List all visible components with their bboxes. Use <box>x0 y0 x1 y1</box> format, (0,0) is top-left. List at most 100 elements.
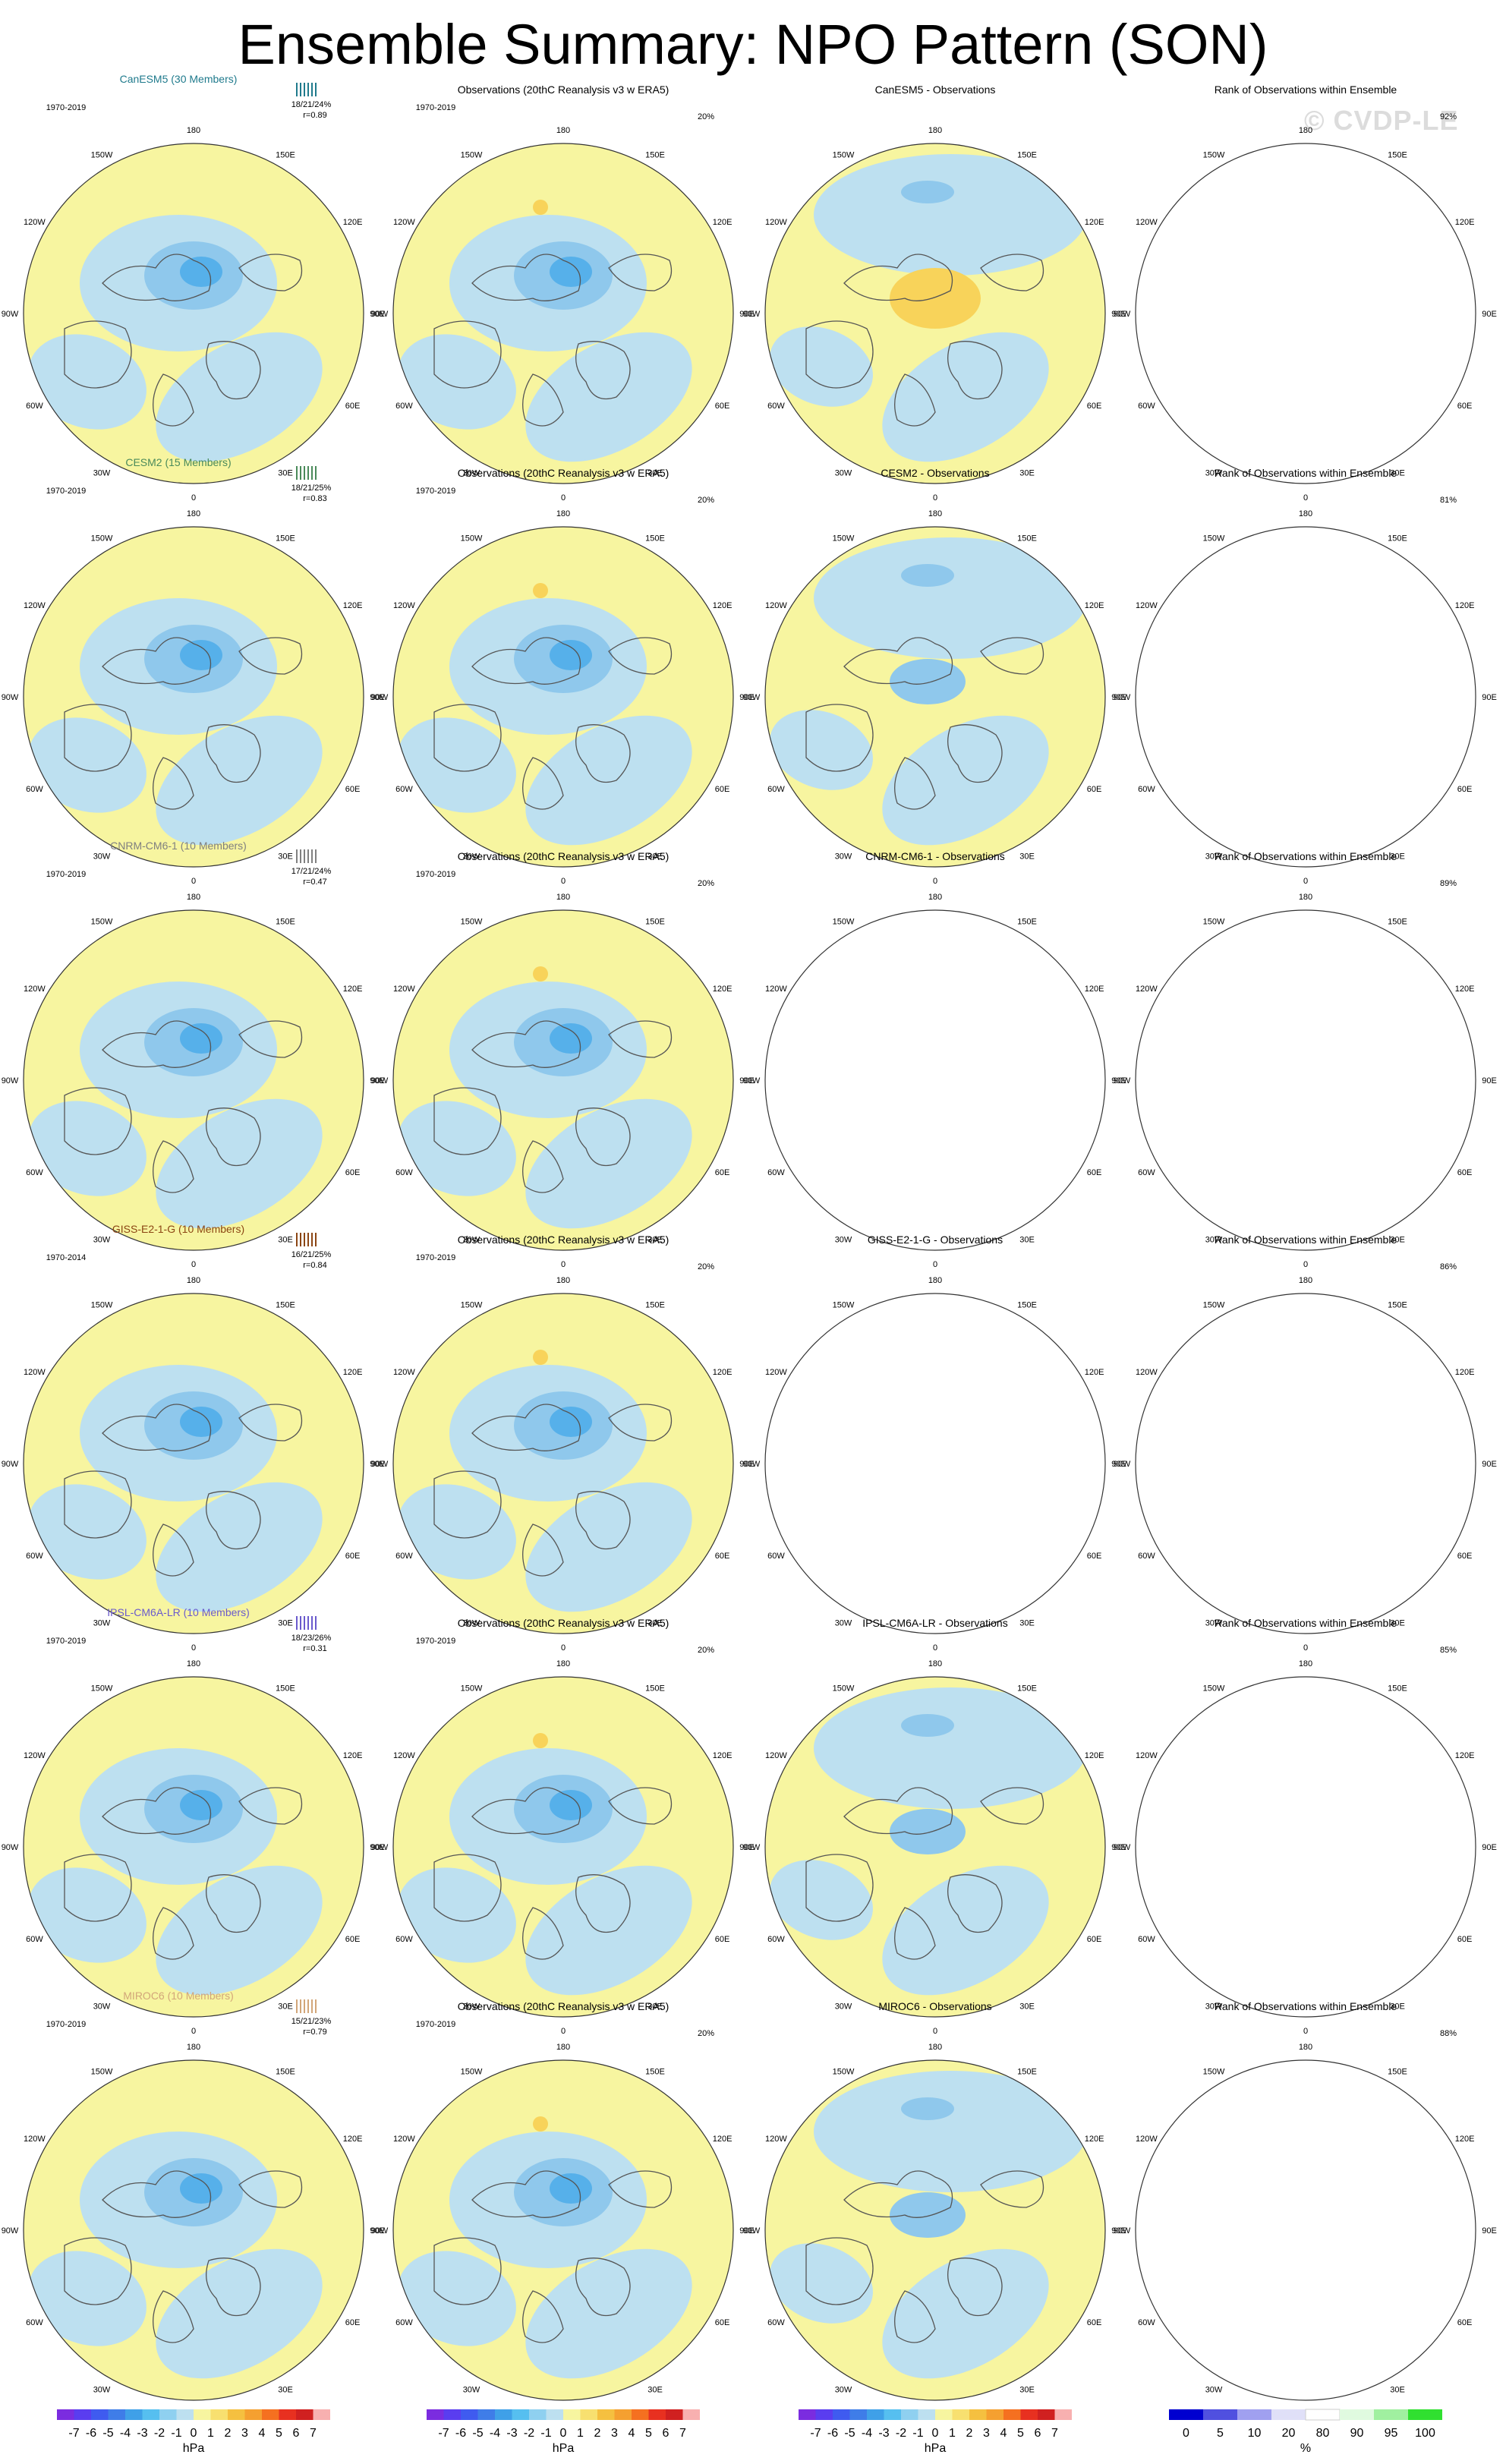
lon-label: 30W <box>93 2002 111 2012</box>
coastline <box>806 1088 873 1155</box>
lon-label: 120E <box>1455 2135 1475 2144</box>
colorbar-tick: 4 <box>259 2427 266 2440</box>
map-background <box>1136 1677 1476 2017</box>
lon-label: 60W <box>1138 785 1155 794</box>
panel-model: GISS-E2-1-G (10 Members) 1970-2014 16/21/2… <box>2 1223 385 1653</box>
lon-label: 90W <box>743 1843 761 1852</box>
panel-rank: Rank of Observations within Ensemble 81% 1… <box>1114 467 1497 886</box>
lon-label: 150E <box>1017 534 1037 543</box>
lon-label: 90W <box>1114 310 1131 319</box>
map-border <box>23 526 364 868</box>
field-patch <box>28 1867 147 1963</box>
field-patch <box>1306 970 1397 1008</box>
lon-label: 60W <box>395 1935 413 1944</box>
panel-rank: Rank of Observations within Ensemble 92% 1… <box>1114 83 1497 503</box>
lon-label: 180 <box>187 1659 200 1668</box>
coastline <box>238 2170 303 2208</box>
lon-label: 120W <box>765 601 787 610</box>
coastline <box>1351 2171 1414 2207</box>
field-patch <box>156 332 323 462</box>
colorbar-tick: -6 <box>827 2427 838 2440</box>
lon-label: 30W <box>835 469 852 478</box>
lon-label: 120W <box>24 1368 46 1377</box>
panel-observations: Observations (20thC Reanalysis v3 w ERA5… <box>371 1617 755 2036</box>
coastline <box>206 1491 261 1550</box>
colorbar-tick: -4 <box>862 2427 872 2440</box>
obs-period: 1970-2019 <box>416 2020 456 2029</box>
field-patch <box>533 1733 548 1748</box>
diff-title: CESM2 - Observations <box>881 467 989 479</box>
lon-label: 60E <box>1087 1552 1102 1561</box>
colorbar-model: -7 -6 -5 -4 -3 -2 -1 0 1 2 3 4 5 6 7 hPa <box>57 2409 330 2455</box>
field-patch <box>1306 2120 1397 2158</box>
lon-label: 30E <box>1390 469 1405 478</box>
map-background <box>765 910 1105 1250</box>
coastline <box>843 637 953 685</box>
lon-label: 90W <box>2 1076 19 1085</box>
lon-label: 90E <box>370 310 385 319</box>
colorbar-tick: -7 <box>438 2427 449 2440</box>
lon-label: 90W <box>1114 1843 1131 1852</box>
field-patch <box>901 564 954 587</box>
lon-label: 120W <box>765 1368 787 1377</box>
field-patch <box>533 1350 548 1365</box>
coastline <box>238 1404 303 1442</box>
coastline <box>894 2290 936 2343</box>
colorbar-swatch <box>512 2409 529 2420</box>
member-tick <box>315 1999 317 2013</box>
colorbar-tick: 2 <box>966 2427 973 2440</box>
lon-label: 150W <box>91 534 113 543</box>
field-patch <box>814 2071 1087 2192</box>
field-patch <box>28 334 147 430</box>
lon-label: 0 <box>1303 877 1308 886</box>
lon-label: 60W <box>767 785 785 794</box>
map-border <box>764 1676 1106 2018</box>
panel-difference: CESM2 - Observations 180 150E 120E 90E 60E 30E… <box>743 467 1126 886</box>
colorbar-tick: -2 <box>896 2427 906 2440</box>
coastline <box>1319 1875 1372 1933</box>
lon-label: 150E <box>276 1300 295 1309</box>
lon-label: 120W <box>1136 218 1158 227</box>
map-field <box>765 2060 1105 2400</box>
coastline <box>522 757 564 810</box>
lon-label: 90E <box>739 1076 755 1085</box>
lon-label: 30W <box>463 2002 480 2012</box>
field-patch <box>1416 310 1454 378</box>
lon-label: 60W <box>767 1935 785 1944</box>
colorbar-swatch <box>262 2409 279 2420</box>
coastline <box>153 2290 194 2343</box>
lon-label: 180 <box>1299 1276 1312 1285</box>
coastline <box>433 1087 502 1155</box>
rank-title: Rank of Observations within Ensemble <box>1215 850 1397 862</box>
model-stats: 15/21/23% <box>291 2017 332 2026</box>
panel-model: MIROC6 (10 Members) 1970-2019 15/21/23% r=0… <box>2 1990 385 2419</box>
colorbar-swatch <box>228 2409 245 2420</box>
member-tick <box>300 83 301 96</box>
lon-label: 60W <box>26 785 43 794</box>
colorbar-tick: -4 <box>490 2427 500 2440</box>
colorbar-swatch <box>529 2409 547 2420</box>
lon-label: 60W <box>395 785 413 794</box>
colorbar-swatch <box>1203 2409 1237 2420</box>
coastline <box>238 1020 303 1058</box>
coastline <box>433 320 502 389</box>
colorbar-swatch <box>986 2409 1003 2420</box>
colorbar-unit: hPa <box>183 2442 205 2455</box>
lon-label: 0 <box>933 1260 937 1269</box>
colorbar-tick: 1 <box>949 2427 956 2440</box>
lon-label: 150E <box>276 150 295 159</box>
lon-label: 90E <box>1111 310 1126 319</box>
coastline <box>522 1523 564 1577</box>
lon-label: 120E <box>1085 2135 1104 2144</box>
map-border <box>764 909 1106 1251</box>
lon-label: 60W <box>1138 402 1155 411</box>
coastline <box>206 1108 261 1167</box>
colorbar-swatch <box>91 2409 109 2420</box>
member-tick <box>304 1616 305 1630</box>
lon-label: 90W <box>2 310 19 319</box>
lon-label: 90W <box>1114 693 1131 702</box>
model-period: 1970-2019 <box>46 1637 87 1646</box>
panel-rank: Rank of Observations within Ensemble 88% 1… <box>1114 2000 1497 2419</box>
lon-label: 30W <box>93 469 111 478</box>
coastline <box>102 254 212 301</box>
